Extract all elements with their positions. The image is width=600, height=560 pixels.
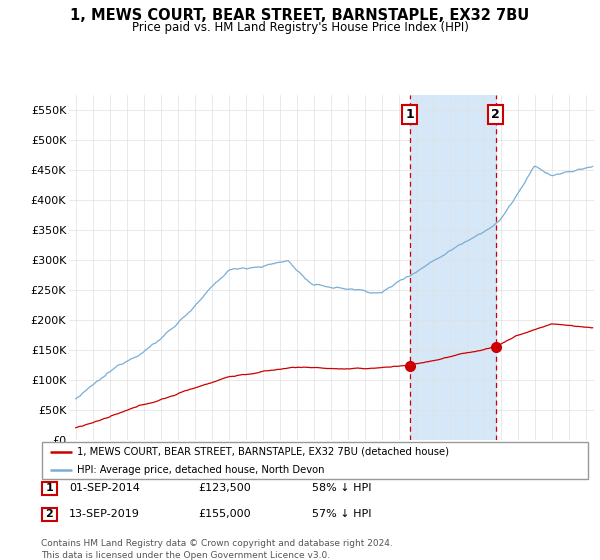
Text: £123,500: £123,500 xyxy=(198,483,251,493)
Text: 13-SEP-2019: 13-SEP-2019 xyxy=(69,509,140,519)
Text: Contains HM Land Registry data © Crown copyright and database right 2024.
This d: Contains HM Land Registry data © Crown c… xyxy=(41,539,392,559)
Text: Price paid vs. HM Land Registry's House Price Index (HPI): Price paid vs. HM Land Registry's House … xyxy=(131,21,469,34)
Text: 1: 1 xyxy=(46,483,53,493)
Text: HPI: Average price, detached house, North Devon: HPI: Average price, detached house, Nort… xyxy=(77,465,325,475)
Text: 58% ↓ HPI: 58% ↓ HPI xyxy=(312,483,371,493)
Text: 57% ↓ HPI: 57% ↓ HPI xyxy=(312,509,371,519)
Text: £155,000: £155,000 xyxy=(198,509,251,519)
Text: 01-SEP-2014: 01-SEP-2014 xyxy=(69,483,140,493)
Text: 2: 2 xyxy=(491,108,500,120)
Text: 1: 1 xyxy=(406,108,415,120)
Bar xyxy=(410,95,496,440)
Text: 2: 2 xyxy=(46,509,53,519)
Text: 1, MEWS COURT, BEAR STREET, BARNSTAPLE, EX32 7BU (detached house): 1, MEWS COURT, BEAR STREET, BARNSTAPLE, … xyxy=(77,446,449,456)
Text: 1, MEWS COURT, BEAR STREET, BARNSTAPLE, EX32 7BU: 1, MEWS COURT, BEAR STREET, BARNSTAPLE, … xyxy=(70,8,530,24)
